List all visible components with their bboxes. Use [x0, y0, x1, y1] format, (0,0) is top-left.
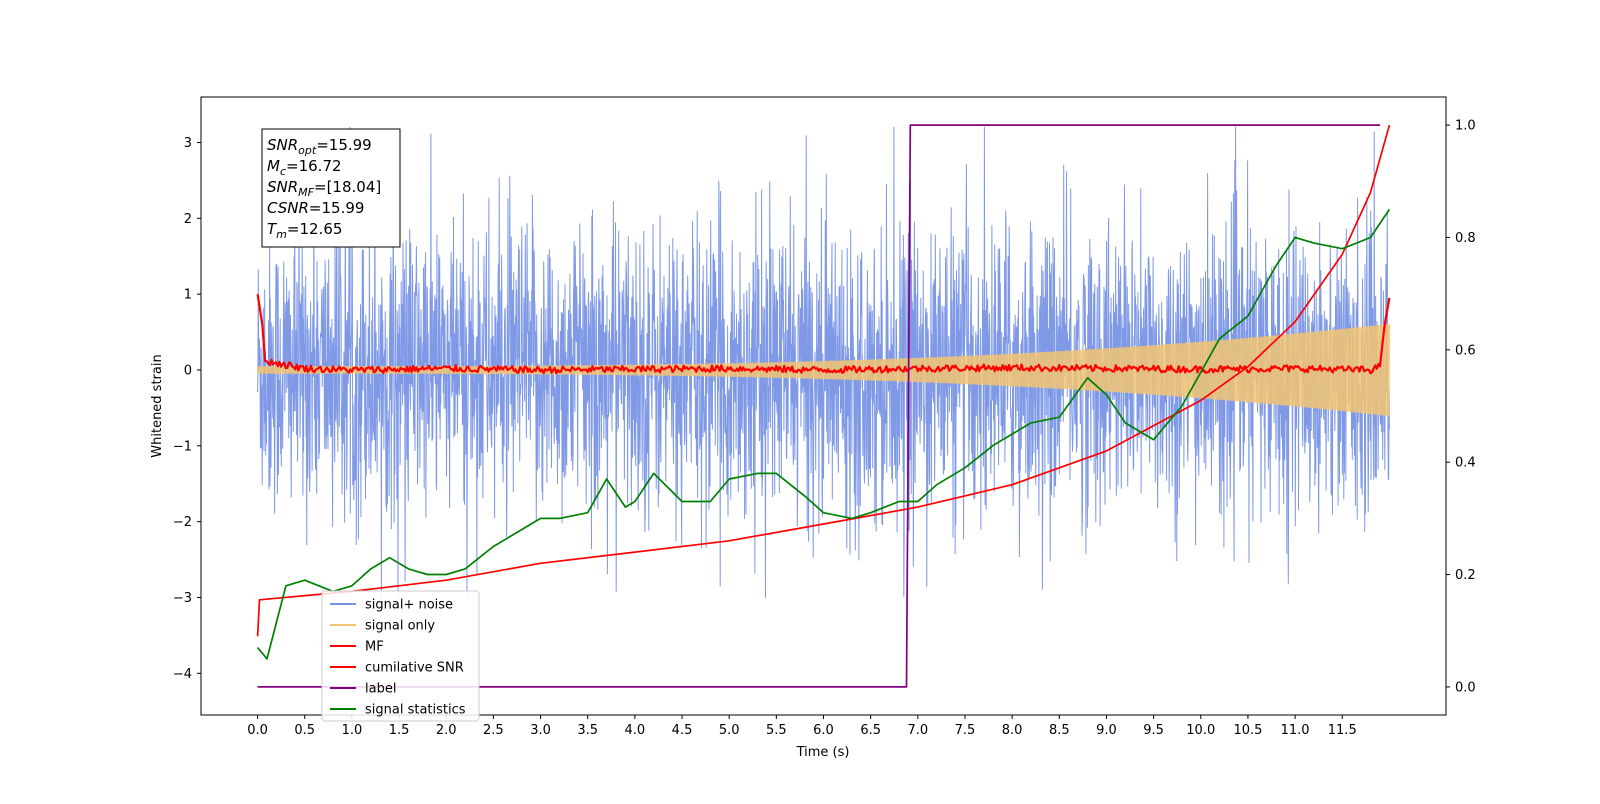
x-tick-label: 7.0	[907, 723, 928, 738]
legend-label: signal only	[365, 619, 435, 634]
info-box: SNRopt=15.99Mc=16.72SNRMF=[18.04]CSNR=15…	[261, 128, 401, 248]
x-tick-label: 2.0	[436, 723, 457, 738]
info-snr-mf: SNRMF=[18.04]	[267, 178, 381, 199]
x-tick-label: 0.0	[247, 723, 268, 738]
x-tick-label: 5.5	[766, 723, 787, 738]
x-tick-label: 0.5	[294, 723, 315, 738]
series-line-signal-noise	[257, 126, 1390, 598]
x-tick-label: 5.0	[719, 723, 740, 738]
y-axis-label: Whitened strain	[150, 354, 165, 457]
info-box-frame	[261, 128, 401, 248]
info-chirp-mass: Mc=16.72	[267, 157, 342, 178]
ticks: 0.0 0.5 1.0 1.5 2.0 2.5 3.0 3.5 4.0 4.5 5.0 5.5 6.0 6…	[173, 119, 1476, 738]
x-tick-label: 6.0	[813, 723, 834, 738]
legend-label: label	[365, 682, 396, 697]
x-tick-label: 1.0	[342, 723, 363, 738]
info-merger-time: Tm=12.65	[267, 220, 342, 241]
y2-tick-label: 0.0	[1455, 680, 1476, 695]
y2-tick-label: 1.0	[1455, 119, 1476, 134]
info-csnr: CSNR=15.99	[267, 199, 364, 217]
x-tick-label: 10.0	[1186, 723, 1215, 738]
y-tick-label: 2	[184, 212, 192, 227]
legend: signal+ noise signal only MF cumilative SNR…	[321, 590, 480, 722]
y-tick-label: −1	[173, 439, 192, 454]
x-tick-label: 1.5	[389, 723, 410, 738]
x-tick-label: 4.0	[625, 723, 646, 738]
x-tick-label: 11.0	[1281, 723, 1310, 738]
legend-label: MF	[365, 640, 384, 655]
legend-frame	[321, 590, 480, 722]
legend-label: cumilative SNR	[365, 661, 464, 676]
y2-tick-label: 0.8	[1455, 231, 1476, 246]
y-tick-label: −2	[173, 515, 192, 530]
series-line-label	[257, 124, 1380, 688]
x-tick-label: 9.0	[1096, 723, 1117, 738]
x-tick-label: 3.0	[530, 723, 551, 738]
x-tick-label: 4.5	[672, 723, 693, 738]
x-tick-label: 9.5	[1143, 723, 1164, 738]
x-tick-label: 10.5	[1233, 723, 1262, 738]
y-tick-label: 1	[184, 288, 192, 303]
x-axis-label: Time (s)	[796, 745, 850, 760]
x-tick-label: 6.5	[860, 723, 881, 738]
legend-label: signal statistics	[365, 703, 466, 718]
x-tick-label: 8.5	[1049, 723, 1070, 738]
x-tick-label: 8.0	[1002, 723, 1023, 738]
series-line-signal-only	[256, 323, 1391, 417]
y-tick-label: 3	[184, 136, 192, 151]
plot-area	[256, 124, 1391, 688]
series-line-mf	[256, 294, 1391, 375]
series-line-cumilative-snr	[256, 124, 1391, 637]
y2-tick-label: 0.4	[1455, 456, 1476, 471]
y2-tick-label: 0.6	[1455, 343, 1476, 358]
y-tick-label: −4	[173, 667, 192, 682]
series-line-signal-statistics	[256, 208, 1391, 660]
legend-label: signal+ noise	[365, 598, 453, 613]
x-tick-label: 2.5	[483, 723, 504, 738]
info-snr-opt: SNRopt=15.99	[267, 136, 372, 157]
x-tick-label: 7.5	[955, 723, 976, 738]
x-tick-label: 11.5	[1328, 723, 1357, 738]
x-tick-label: 3.5	[577, 723, 598, 738]
y-tick-label: 0	[184, 363, 192, 378]
y-tick-label: −3	[173, 591, 192, 606]
y2-tick-label: 0.2	[1455, 568, 1476, 583]
